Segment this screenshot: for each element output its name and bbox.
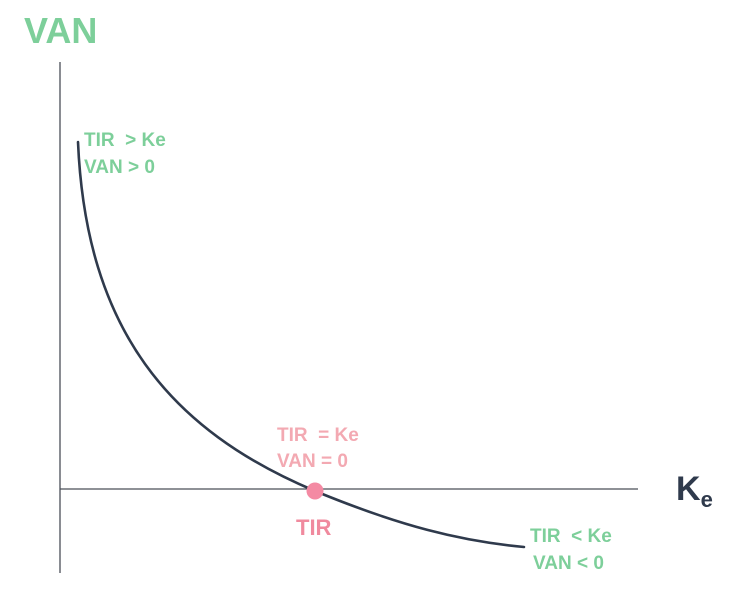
middle-annotation-line2: VAN = 0 [277,451,348,472]
left-annotation-line1: TIR > Ke [84,130,166,151]
left-annotation-line2: VAN > 0 [84,157,155,178]
van-curve [76,140,526,549]
tir-point-label: TIR [296,515,332,540]
x-axis-label-main: K [676,470,701,508]
right-annotation-line1: TIR < Ke [530,526,612,547]
y-axis-label: VAN [24,10,97,51]
tir-point [306,482,324,500]
middle-annotation-line1: TIR = Ke [277,425,359,446]
x-axis-label: Ke [676,470,713,512]
x-axis-label-sub: e [701,487,713,512]
right-annotation-line2: VAN < 0 [533,553,604,574]
